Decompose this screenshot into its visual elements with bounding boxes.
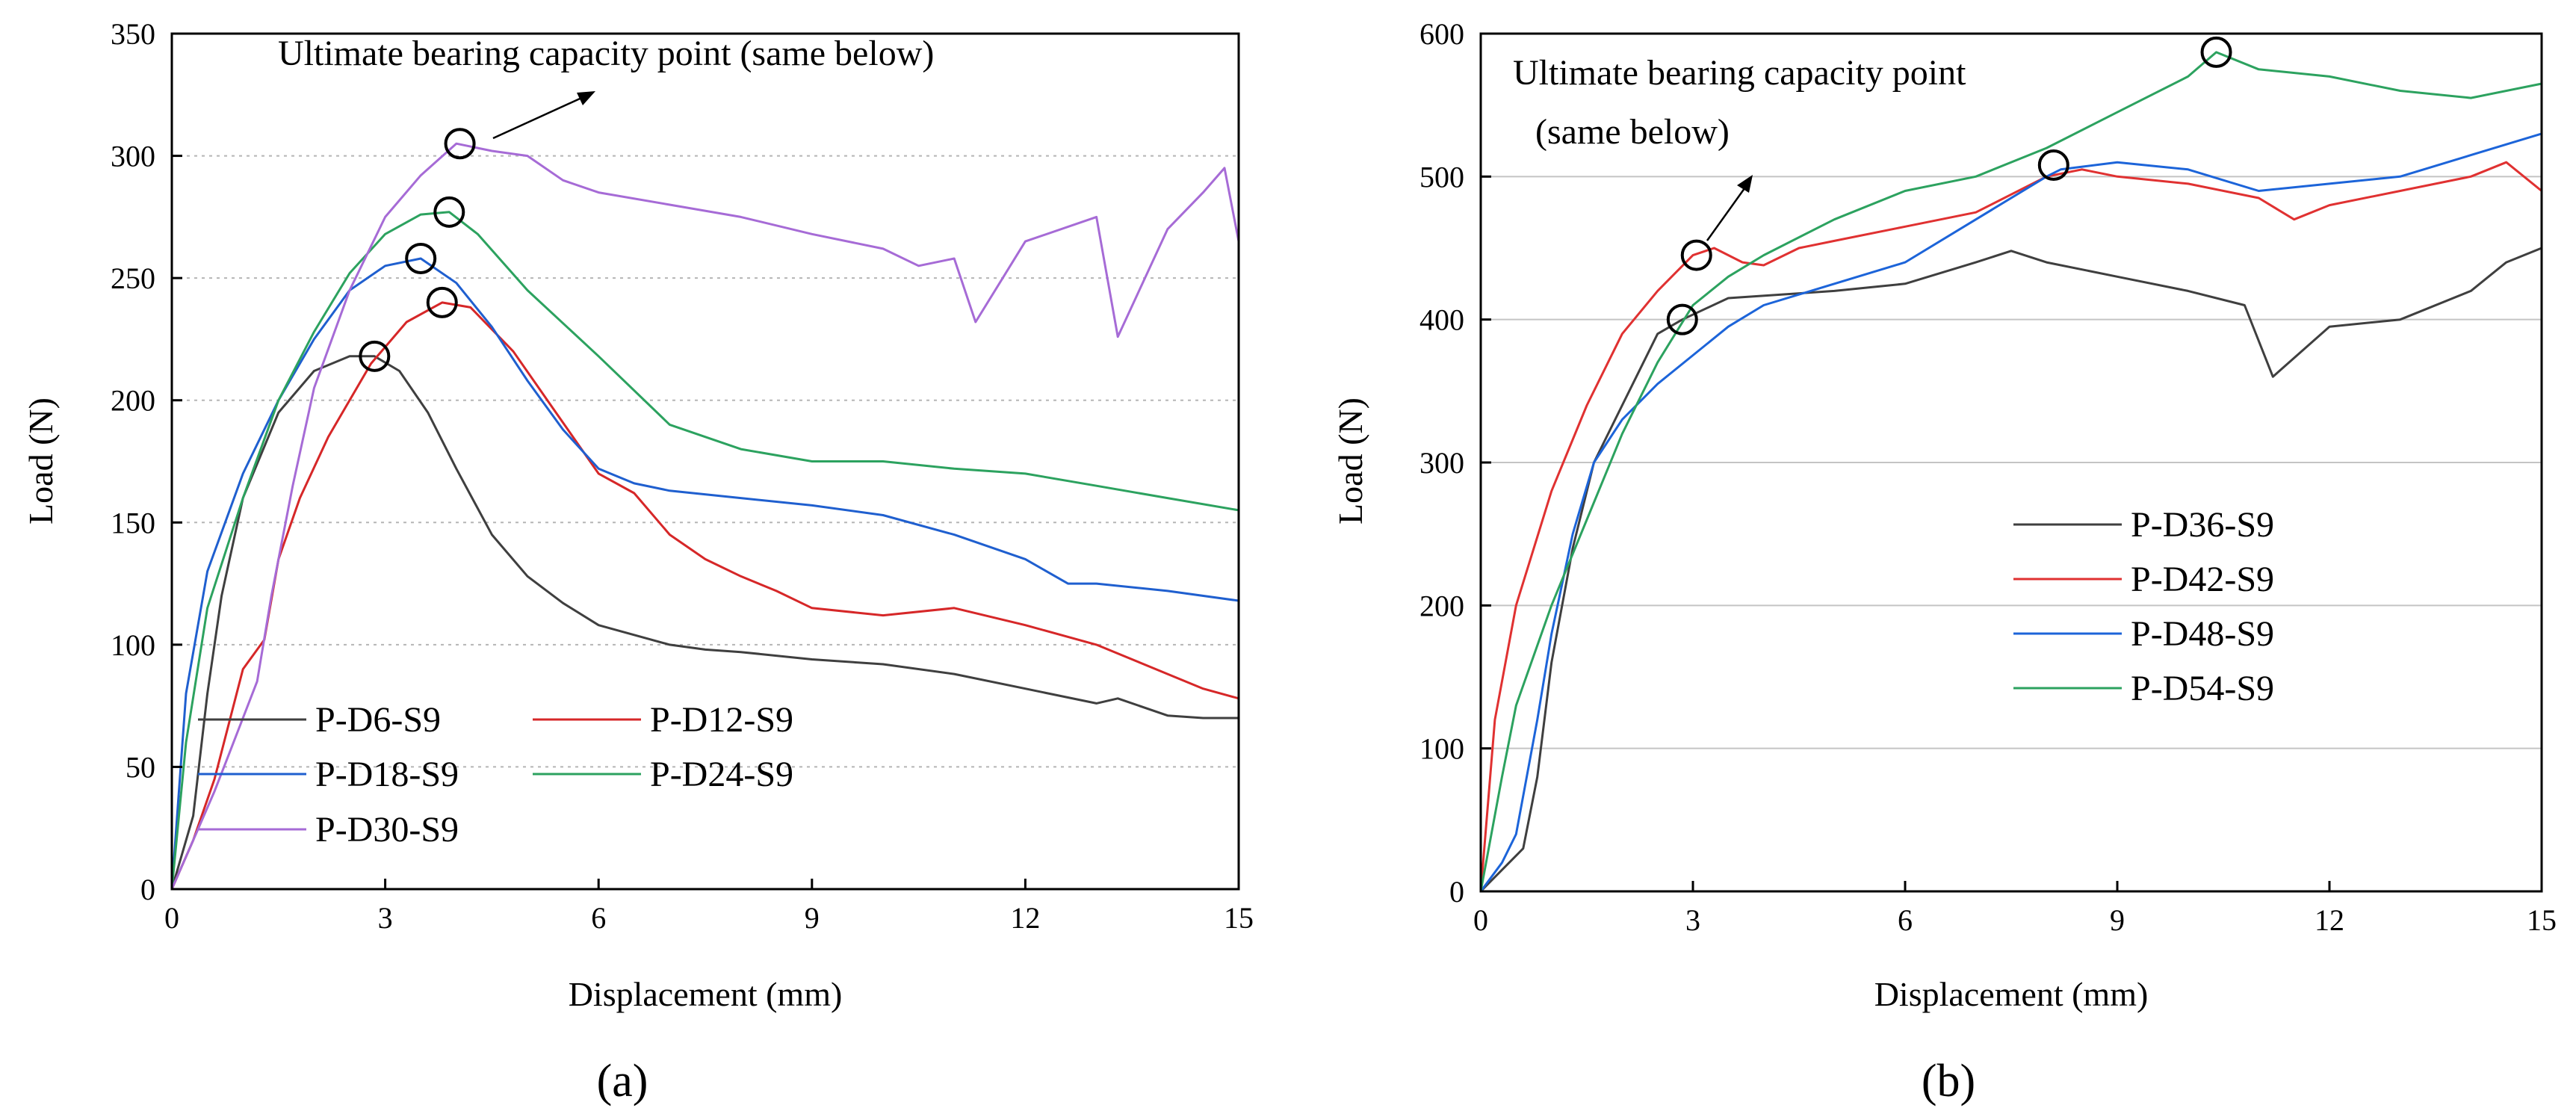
ultimate-point-marker-p-d6-s9 (359, 340, 391, 372)
chart-a-legend: P-D6-S9 P-D12-S9 P-D18-S9 P-D24-S9 P-D30-S9 (198, 700, 793, 850)
chart-b-x-axis: 0 3 6 9 12 15 (1473, 881, 2557, 937)
ultimate-point-marker-p-d48-s9 (2037, 149, 2069, 182)
chart-a-y-tick-label: 0 (140, 873, 155, 906)
ultimate-point-marker-p-d30-s9 (444, 128, 476, 160)
chart-panel-a: 0 3 6 9 12 15 0 50 100 150 200 250 300 350 Displacem… (22, 17, 1254, 1107)
series-line-p-d18-s9 (170, 257, 1239, 890)
chart-b-y-tick-label: 300 (1419, 446, 1464, 480)
chart-a-gridlines (172, 155, 1239, 768)
chart-a-y-tick-label: 200 (111, 384, 155, 418)
ultimate-point-marker-p-d12-s9 (426, 286, 458, 318)
series-line-p-d24-s9 (170, 211, 1239, 890)
legend-label-p-d30-s9: P-D30-S9 (315, 810, 459, 850)
chart-b-x-tick-label: 3 (1685, 903, 1700, 937)
series-line-p-d42-s9 (1479, 161, 2542, 892)
chart-a-y-axis: 0 50 100 150 200 250 300 350 (111, 17, 182, 906)
chart-b-x-tick-label: 12 (2315, 903, 2344, 937)
chart-b-x-axis-label: Displacement (mm) (1874, 975, 2149, 1013)
chart-a-x-axis: 0 3 6 9 12 15 (164, 879, 1254, 935)
chart-a-x-axis-label: Displacement (mm) (569, 975, 843, 1013)
chart-a-series (170, 142, 1240, 890)
chart-b-annotation-line-1: Ultimate bearing capacity point (1513, 53, 1966, 93)
chart-b-y-tick-label: 500 (1419, 160, 1464, 194)
series-line-p-d36-s9 (1479, 247, 2542, 893)
legend-label-p-d48-s9: P-D48-S9 (2131, 614, 2274, 654)
chart-a-plot-frame (170, 32, 1240, 891)
chart-a-y-tick-label: 150 (111, 506, 155, 539)
chart-a-x-tick-label: 9 (805, 901, 820, 935)
legend-label-p-d54-s9: P-D54-S9 (2131, 669, 2274, 708)
series-line-p-d48-s9 (1479, 132, 2542, 892)
chart-a-y-axis-label: Load (N) (22, 397, 60, 525)
chart-a-y-tick-label: 100 (111, 628, 155, 662)
chart-a-y-tick-label: 350 (111, 17, 155, 51)
chart-a-x-tick-label: 12 (1010, 901, 1040, 935)
chart-a-annotation: Ultimate bearing capacity point (same be… (278, 34, 934, 73)
chart-b-y-tick-label: 100 (1419, 732, 1464, 766)
legend-label-p-d42-s9: P-D42-S9 (2131, 560, 2274, 599)
ultimate-point-marker-p-d36-s9 (1666, 303, 1698, 335)
series-line-p-d54-s9 (1479, 51, 2542, 892)
chart-b-x-tick-label: 6 (1898, 903, 1913, 937)
chart-b-y-axis-label: Load (N) (1331, 397, 1369, 525)
series-line-p-d30-s9 (170, 142, 1240, 890)
ultimate-point-marker-p-d24-s9 (433, 196, 465, 228)
chart-b-annotation-arrowhead (1737, 175, 1753, 193)
legend-label-p-d6-s9: P-D6-S9 (315, 700, 441, 740)
legend-label-p-d18-s9: P-D18-S9 (315, 755, 459, 794)
series-line-p-d12-s9 (170, 301, 1239, 890)
chart-b-y-tick-label: 200 (1419, 589, 1464, 622)
chart-b-x-tick-label: 15 (2527, 903, 2557, 937)
chart-a-x-tick-label: 15 (1224, 901, 1254, 935)
chart-b-gridlines (1481, 176, 2542, 749)
chart-a-x-tick-label: 3 (378, 901, 393, 935)
legend-label-p-d36-s9: P-D36-S9 (2131, 505, 2274, 545)
chart-b-legend: P-D36-S9 P-D42-S9 P-D48-S9 P-D54-S9 (2013, 505, 2274, 708)
chart-b-panel-label: (b) (1922, 1056, 1975, 1107)
chart-a-ultimate-markers (359, 128, 476, 372)
series-line-p-d6-s9 (170, 355, 1239, 890)
chart-panel-b: 0 3 6 9 12 15 0 100 200 300 400 500 600 Displacemen… (1331, 17, 2557, 1107)
chart-b-y-tick-label: 0 (1449, 875, 1464, 909)
ultimate-point-marker-p-d54-s9 (2200, 36, 2232, 68)
chart-a-annotation-arrow (492, 94, 587, 140)
chart-a-x-tick-label: 0 (164, 901, 179, 935)
ultimate-point-marker-p-d42-s9 (1680, 239, 1712, 271)
chart-a-y-tick-label: 250 (111, 262, 155, 295)
chart-a-annotation-arrowhead (577, 91, 595, 105)
chart-b-y-tick-label: 600 (1419, 17, 1464, 51)
chart-b-annotation-line-2: (same below) (1535, 112, 1730, 152)
chart-b-y-axis: 0 100 200 300 400 500 600 (1419, 17, 1491, 909)
chart-b-ultimate-markers (1666, 36, 2232, 335)
chart-b-y-tick-label: 400 (1419, 303, 1464, 337)
chart-b-x-tick-label: 0 (1473, 903, 1488, 937)
chart-a-y-tick-label: 50 (126, 750, 155, 784)
chart-a-y-tick-label: 300 (111, 140, 155, 173)
chart-a-panel-label: (a) (597, 1056, 648, 1107)
chart-b-series (1479, 51, 2542, 893)
legend-label-p-d12-s9: P-D12-S9 (650, 700, 793, 740)
legend-label-p-d24-s9: P-D24-S9 (650, 755, 793, 794)
ultimate-point-marker-p-d18-s9 (405, 242, 437, 274)
chart-b-x-tick-label: 9 (2110, 903, 2125, 937)
chart-a-x-tick-label: 6 (591, 901, 606, 935)
chart-b-annotation-arrow (1706, 185, 1748, 241)
